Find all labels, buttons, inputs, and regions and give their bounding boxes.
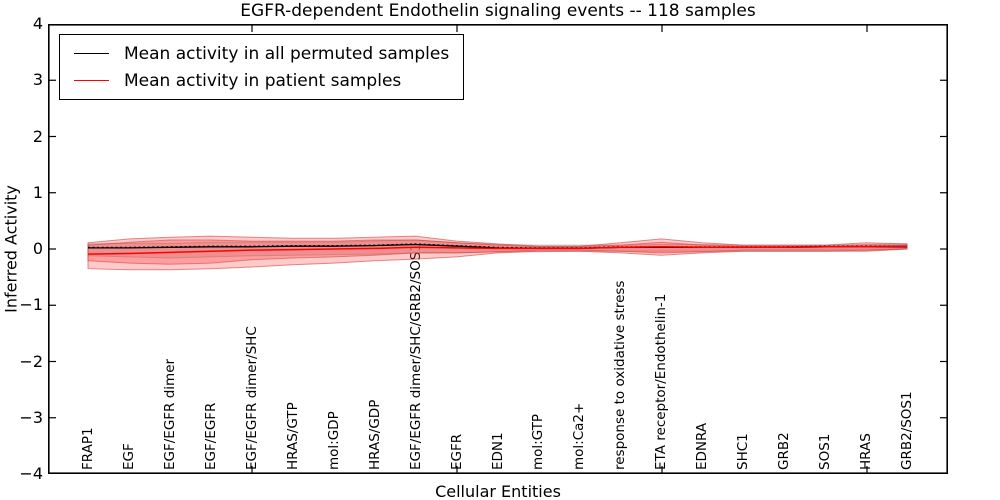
- y-tick-label: −2: [19, 351, 43, 371]
- y-tick-label: 1: [32, 182, 43, 202]
- legend-entry: Mean activity in patient samples: [74, 67, 449, 94]
- y-tick-label: 0: [32, 239, 43, 258]
- y-tick-label: 4: [32, 14, 43, 33]
- plot-area: FRAP1 EGF EGF/EGFR dimer EGF/EGFR EGF/EGFR d…: [48, 24, 948, 474]
- legend-label: Mean activity in patient samples: [124, 70, 402, 91]
- legend-line-swatch: [74, 53, 109, 54]
- legend-box: Mean activity in all permuted samples Mea…: [59, 34, 465, 100]
- y-tick-label: 2: [32, 126, 43, 146]
- legend-label: Mean activity in all permuted samples: [124, 43, 450, 64]
- legend-entry: Mean activity in all permuted samples: [74, 40, 449, 67]
- chart-title: EGFR-dependent Endothelin signaling even…: [240, 1, 756, 21]
- axes-frame: [48, 24, 948, 474]
- y-tick-label: −3: [19, 407, 43, 427]
- chart-canvas: [48, 24, 948, 474]
- y-tick-label: 3: [32, 70, 43, 90]
- y-tick-label: −4: [19, 464, 43, 483]
- line-permuted-samples-median: [88, 243, 907, 249]
- legend-line-swatch: [74, 80, 109, 81]
- y-tick-label: −1: [19, 295, 43, 315]
- line-mean-activity-in-patient-samples: [87, 245, 908, 255]
- x-axis-label: Cellular Entities: [435, 482, 561, 500]
